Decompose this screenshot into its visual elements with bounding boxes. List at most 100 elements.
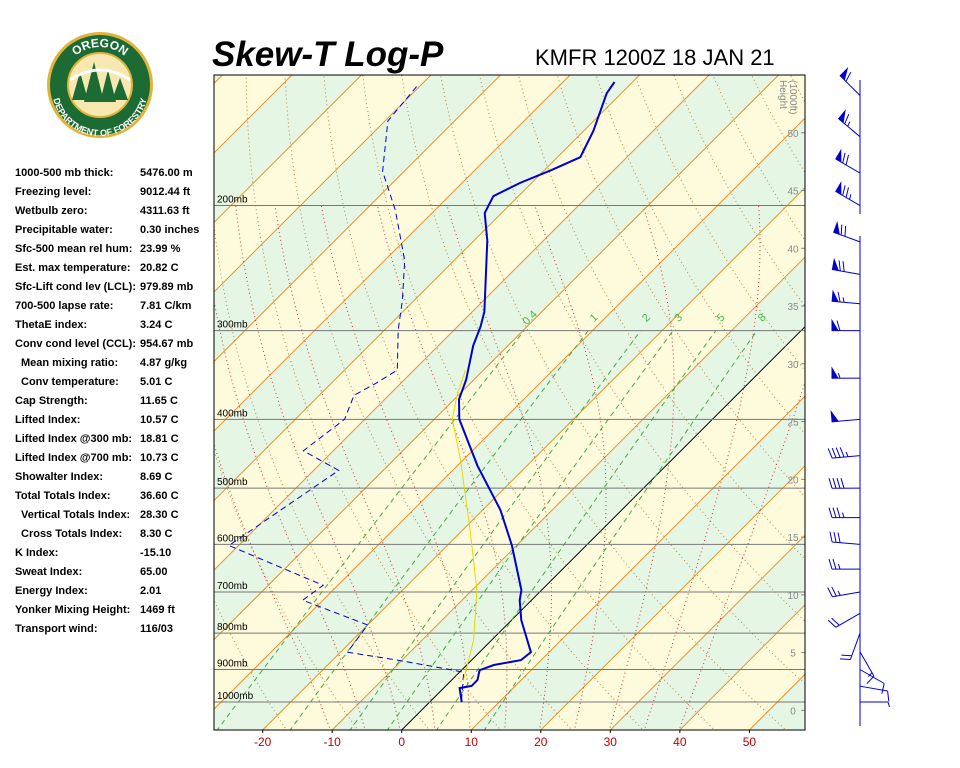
index-label: Wetbulb zero: <box>15 205 88 217</box>
isotherm <box>819 75 960 730</box>
sounding-profile <box>451 369 478 681</box>
logo-top-text-path: OREGON <box>69 36 131 59</box>
isotherm <box>214 75 779 641</box>
dry-adiabat <box>401 75 787 730</box>
index-label: Lifted Index: <box>15 414 80 426</box>
index-value: 8.30 C <box>140 528 172 540</box>
index-value: 10.57 C <box>140 414 179 426</box>
moist-adiabat <box>678 381 805 730</box>
height-axis-label: (1000ft) <box>787 80 798 114</box>
wind-barb <box>831 366 861 379</box>
wind-barb <box>827 612 861 628</box>
wind-barb <box>828 478 861 489</box>
wind-barb <box>859 669 885 694</box>
wind-barb <box>830 410 861 423</box>
isotherm <box>214 117 805 710</box>
logo: OREGON DEPARTMENT OF FORESTRY <box>47 32 153 138</box>
logo-cloud <box>69 68 131 82</box>
wind-barb <box>839 632 861 660</box>
index-label: Cross Totals Index: <box>21 528 122 540</box>
isotherm <box>214 75 710 571</box>
moist-adiabat <box>274 205 436 730</box>
index-value: 18.81 C <box>140 433 179 445</box>
plot-area: 0.4 1 2 3 5 8 <box>214 73 960 732</box>
height-tick-label: 40 <box>787 244 799 255</box>
index-value: 9012.44 ft <box>140 186 190 198</box>
height-tick-label: 35 <box>787 302 799 313</box>
index-value: 65.00 <box>140 566 168 578</box>
index-value: 20.82 C <box>140 262 179 274</box>
index-value: 10.73 C <box>140 452 179 464</box>
pressure-label: 200mb <box>217 195 248 206</box>
pressure-label: 700mb <box>217 581 248 592</box>
index-label: Total Totals Index: <box>15 490 111 502</box>
index-label: 700-500 lapse rate: <box>15 300 113 312</box>
index-value: 5476.00 m <box>140 167 193 179</box>
index-label: Lifted Index @300 mb: <box>15 433 132 445</box>
height-tick-label: 15 <box>787 533 799 544</box>
index-label: Vertical Totals Index: <box>21 509 130 521</box>
temperature-tick-label: 10 <box>465 735 479 749</box>
index-value: -15.10 <box>140 547 171 559</box>
index-label: Lifted Index @700 mb: <box>15 452 132 464</box>
wind-barb <box>827 586 861 598</box>
moist-adiabat <box>534 205 607 730</box>
height-axis-label: Height <box>777 80 788 109</box>
dry-adiabat <box>867 73 960 732</box>
height-tick-label: 10 <box>787 591 799 602</box>
logo-top-text: OREGON <box>69 36 131 59</box>
wind-barb <box>828 558 861 570</box>
wind-barb <box>835 181 861 206</box>
index-value: 11.65 C <box>140 395 178 407</box>
temperature-tick-label: -20 <box>254 735 272 749</box>
index-label: Transport wind: <box>15 623 98 635</box>
height-tick-label: 50 <box>787 129 799 140</box>
index-label: ThetaE index: <box>15 319 87 331</box>
temperature-band <box>214 118 805 730</box>
dry-adiabat <box>906 73 960 732</box>
indices-table: 1000-500 mb thick: 5476.00 m Freezing leve… <box>15 167 199 635</box>
sounding-profile <box>457 81 616 703</box>
dry-adiabat <box>362 75 716 730</box>
chart-subtitle: KMFR 1200Z 18 JAN 21 <box>535 45 775 70</box>
isotherm <box>214 75 432 293</box>
pressure-label: 500mb <box>217 477 248 488</box>
index-label: Freezing level: <box>15 186 91 198</box>
dry-adiabat <box>828 73 960 732</box>
index-value: 8.69 C <box>140 471 172 483</box>
height-tick-label: 20 <box>787 475 799 486</box>
wind-barb <box>859 685 890 702</box>
pressure-label: 900mb <box>217 659 248 670</box>
dry-adiabat <box>245 75 502 730</box>
wind-column <box>827 66 890 726</box>
isotherm <box>470 395 805 730</box>
moist-adiabat <box>235 205 401 730</box>
wind-barb <box>837 109 861 138</box>
index-value: 7.81 C/km <box>140 300 192 312</box>
index-label: 1000-500 mb thick: <box>15 167 113 179</box>
wind-barb <box>829 531 861 545</box>
isotherm <box>262 186 805 730</box>
moist-adiabat <box>608 205 675 730</box>
height-tick-label: 0 <box>790 706 796 717</box>
zero-isotherm <box>401 326 805 730</box>
index-value: 5.01 C <box>140 376 172 388</box>
mixing-ratio-line <box>386 330 674 730</box>
dry-adiabat <box>944 73 960 732</box>
index-label: Precipitable water: <box>15 224 113 236</box>
wind-barb <box>859 651 875 685</box>
index-label: Conv temperature: <box>21 376 119 388</box>
index-label: Sfc-500 mean rel hum: <box>15 243 132 255</box>
wind-barb <box>839 66 861 96</box>
axes: 200mb 300mb 400mb 500mb 600mb 700mb 800mb 900mb… <box>217 80 805 749</box>
isotherm <box>214 75 501 363</box>
pressure-label: 800mb <box>217 622 248 633</box>
index-value: 1469 ft <box>140 604 175 616</box>
pressure-label: 400mb <box>217 408 248 419</box>
wind-barb <box>835 148 861 174</box>
index-label: Showalter Index: <box>15 471 103 483</box>
temperature-tick-label: 50 <box>743 735 757 749</box>
isotherm <box>609 534 805 730</box>
index-value: 0.30 inches <box>140 224 199 236</box>
